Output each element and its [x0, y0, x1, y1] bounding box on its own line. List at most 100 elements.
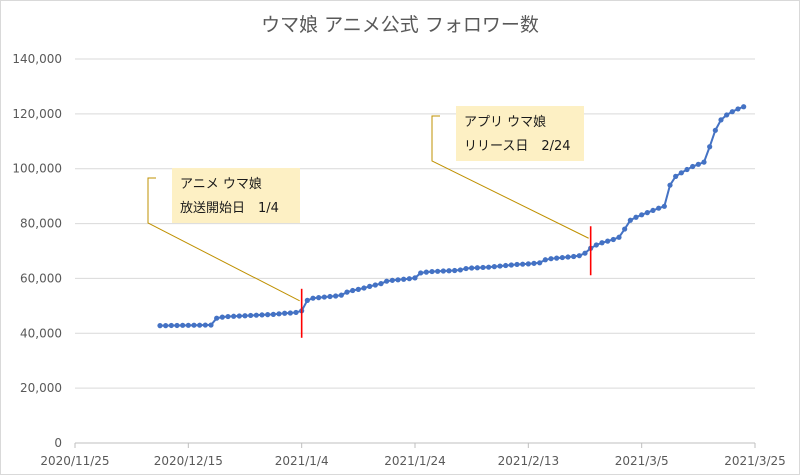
data-point: [718, 117, 724, 123]
data-point: [452, 267, 458, 274]
data-point: [639, 212, 645, 218]
data-point: [729, 109, 735, 115]
data-point: [395, 277, 401, 283]
data-point: [214, 315, 220, 321]
data-point: [384, 278, 390, 284]
data-point: [712, 127, 718, 133]
data-point: [180, 322, 186, 328]
annotation-text: アプリ ウマ娘: [464, 115, 546, 130]
data-point: [622, 226, 628, 232]
data-point: [253, 312, 259, 318]
data-point: [480, 264, 486, 271]
data-point: [610, 236, 616, 243]
data-point: [401, 276, 407, 282]
data-point: [355, 286, 361, 292]
data-point: [463, 265, 469, 272]
data-point: [593, 242, 599, 248]
data-point: [163, 323, 169, 329]
leader-line: [147, 177, 300, 302]
data-point: [327, 293, 333, 300]
data-point: [474, 265, 480, 271]
data-point: [627, 217, 633, 223]
data-point: [741, 104, 747, 110]
data-point: [582, 250, 588, 256]
data-point: [350, 287, 356, 294]
data-point: [701, 159, 707, 165]
data-point: [248, 312, 254, 319]
data-point: [571, 253, 577, 260]
data-point: [276, 311, 282, 317]
x-tick-label: 2021/3/25: [724, 454, 786, 468]
data-point: [259, 312, 265, 318]
data-point: [231, 313, 237, 319]
data-point: [440, 268, 446, 274]
data-point: [219, 314, 225, 320]
data-point: [469, 265, 475, 271]
data-point: [531, 260, 537, 266]
data-point: [310, 295, 316, 301]
x-tick-label: 2021/3/5: [615, 454, 669, 468]
data-point: [265, 312, 271, 318]
data-point: [497, 263, 503, 269]
data-point: [338, 292, 344, 298]
gridlines: [75, 58, 755, 389]
data-point: [293, 309, 299, 316]
data-point: [605, 238, 611, 244]
x-tick-label: 2020/11/25: [40, 454, 109, 468]
data-point: [333, 293, 339, 299]
data-point: [197, 322, 203, 328]
data-point: [565, 254, 571, 260]
data-point: [157, 323, 163, 329]
data-point: [554, 255, 560, 261]
data-point: [673, 173, 679, 179]
data-point: [695, 161, 701, 167]
data-point: [389, 277, 395, 283]
y-tick-label: 40,000: [20, 326, 62, 340]
y-axis-ticks: 0 20,000 40,000 60,000 80,000 100,000 120,000 1…: [12, 52, 62, 450]
data-point: [287, 310, 293, 316]
data-point: [202, 322, 208, 328]
data-point: [735, 106, 741, 112]
x-tick-label: 2021/1/24: [384, 454, 446, 468]
data-point: [508, 262, 514, 268]
data-point: [650, 207, 656, 214]
data-point: [418, 270, 424, 276]
data-point: [537, 260, 543, 266]
data-point: [559, 254, 565, 261]
data-point: [344, 289, 350, 295]
data-point: [236, 313, 242, 319]
data-point: [191, 322, 197, 328]
x-tick-label: 2021/2/13: [498, 454, 560, 468]
data-point: [633, 214, 639, 220]
data-point: [321, 294, 327, 300]
data-point: [446, 268, 452, 274]
data-point: [185, 322, 191, 328]
data-point: [174, 322, 180, 329]
data-point: [423, 269, 429, 275]
data-point: [316, 295, 322, 301]
data-point: [367, 283, 373, 289]
data-point: [520, 261, 526, 267]
data-point: [724, 112, 730, 118]
data-point: [378, 281, 384, 287]
y-tick-label: 120,000: [12, 107, 62, 121]
data-point: [707, 144, 713, 150]
data-point: [491, 264, 497, 270]
data-point: [599, 240, 605, 246]
annotation-text: アニメ ウマ娘: [180, 177, 262, 192]
y-tick-label: 20,000: [20, 381, 62, 395]
data-point: [548, 256, 554, 262]
y-tick-label: 0: [54, 436, 62, 450]
data-point: [656, 205, 662, 211]
data-point: [678, 170, 684, 176]
series-follower-count: [157, 104, 747, 329]
data-point: [661, 203, 667, 209]
annotation-box: [172, 168, 300, 223]
data-point: [208, 322, 214, 328]
y-tick-label: 100,000: [12, 162, 62, 176]
